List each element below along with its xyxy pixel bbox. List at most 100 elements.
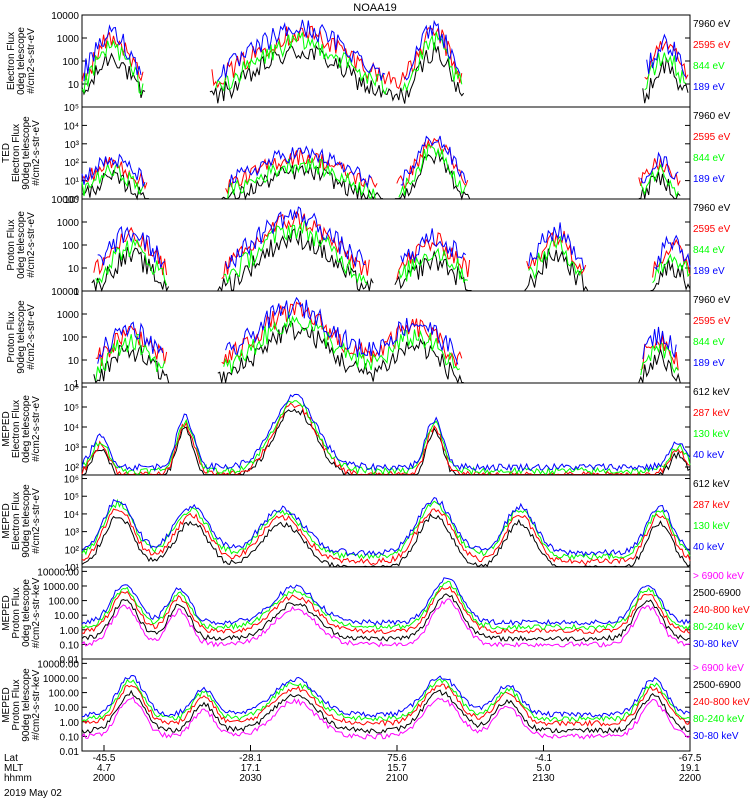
y-tick-label: 10² [65,463,80,474]
y-axis-label: MEPED [1,503,12,539]
series-trace [81,498,691,561]
panel-frame [81,474,691,568]
series-trace [81,674,691,718]
y-axis-label: 0deg telescope [16,211,27,279]
series-trace [81,143,679,199]
y-tick-label: 0.10 [60,640,80,651]
legend-entry: > 6900 keV [693,663,744,674]
series-trace [93,211,691,280]
series-trace [81,513,691,568]
legend-entry: 844 eV [693,153,725,164]
legend-entry: 7960 eV [693,295,731,306]
legend-entry: 287 keV [693,500,730,511]
x-tick-mlt: 4.7 [97,763,111,774]
legend-entry: 287 keV [693,408,730,419]
time-axis-row-label: Lat [4,753,18,764]
y-tick-label: 100 [62,333,79,344]
legend-entry: 7960 eV [693,203,731,214]
panel-1: 10000 1000 100 10 Electron Flux 0deg telescop… [6,11,731,108]
y-tick-label: 1 [73,287,79,298]
legend-entry: 189 eV [693,174,725,185]
x-tick-lat: -4.1 [535,753,553,764]
series-trace [95,311,679,381]
y-tick-label: 10⁴ [64,510,79,521]
panel-frame [81,198,691,292]
legend-entry: 240-800 keV [693,697,750,708]
legend-entry: 844 eV [693,337,725,348]
y-tick-label: 10⁵ [64,103,79,114]
y-tick-label: 10000.00 [37,567,79,578]
series-trace [81,593,691,642]
y-axis-label: Electron Flux [11,400,22,458]
x-tick-lat: 75.6 [387,753,407,764]
y-axis-label: 0deg telescope [21,395,32,463]
panel-frame [81,382,691,476]
panel-8: 10000.00 1000.00 100.00 10.00 1.00 0.10 0.01 ME… [1,658,750,758]
y-tick-label: 0.10 [60,732,80,743]
y-tick-label: 0.01 [60,747,80,758]
y-axis-label: MEPED [1,411,12,447]
y-axis-label: #/cm2-s-str-eV [31,120,42,186]
legend-entry: 189 eV [693,266,725,277]
y-tick-label: 1000.00 [43,674,80,685]
x-tick-lat: -67.5 [679,753,702,764]
y-axis-label: Proton Flux [11,587,22,638]
legend-entry: 2595 eV [693,132,731,143]
series-trace [81,598,691,648]
y-axis-label: #/cm2-s-str-eV [31,396,42,462]
legend-entry: 612 keV [693,479,730,490]
y-tick-label: 10 [68,356,80,367]
legend-entry: 844 eV [693,61,725,72]
legend-entry: 2595 eV [693,316,731,327]
series-trace [81,400,691,476]
series-trace [82,683,691,727]
legend-entry: 612 keV [693,387,730,398]
y-tick-label: 10² [65,158,80,169]
series-trace [81,148,681,201]
panel-frame [81,658,691,752]
y-axis-label: 90deg telescope [21,668,32,742]
y-axis-label: Proton Flux [6,219,17,270]
series-trace [81,577,691,626]
y-tick-label: 100 [62,241,79,252]
legend-entry: 2595 eV [693,40,731,51]
y-tick-label: 10⁵ [64,492,79,503]
panel-7: 10000.00 1000.00 100.00 10.00 1.00 0.10 0.01 ME… [1,566,750,666]
y-axis-label: 90deg telescope [21,116,32,190]
panel-frame [81,106,691,200]
legend-entry: > 6900 keV [693,571,744,582]
y-tick-label: 1000 [57,34,80,45]
time-axis-row-label: hhmm [4,773,32,784]
y-tick-label: 10¹ [65,177,80,188]
y-tick-label: 10³ [65,140,80,151]
series-trace [81,696,691,740]
date-label: 2019 May 02 [4,788,62,799]
y-tick-label: 1.00 [60,718,80,729]
y-axis-label: Electron Flux [11,492,22,550]
legend-entry: 130 keV [693,521,730,532]
series-trace [81,31,687,96]
series-trace [81,585,691,635]
y-tick-label: 10⁵ [64,403,79,414]
series-trace [83,19,687,82]
time-axis-row-label: MLT [4,763,23,774]
y-tick-label: 1000 [57,310,80,321]
y-axis-label: MEPED [1,687,12,723]
legend-entry: 2595 eV [693,224,731,235]
x-tick-lat: -28.1 [239,753,262,764]
y-axis-label: #/cm2-s-str-keV [31,577,42,648]
y-tick-label: 1000.00 [43,582,80,593]
legend-entry: 80-240 keV [693,714,744,725]
series-trace [81,402,691,476]
panel-6: 10⁶ 10⁵ 10⁴ 10³ 10² 10¹ MEPED Electron Flux 90de… [1,474,730,574]
y-tick-label: 10 [68,80,80,91]
y-tick-label: 1 [73,379,79,390]
legend-entry: 80-240 keV [693,622,744,633]
y-axis-label: Proton Flux [11,679,22,730]
x-tick-lat: -45.5 [93,753,116,764]
panel-3: 10000 1000 100 10 1 Proton Flux 0deg telescope… [6,195,731,298]
y-axis-label: #/cm2-s-str-keV [31,669,42,740]
y-tick-label: 10² [65,545,80,556]
series-trace [81,25,689,90]
